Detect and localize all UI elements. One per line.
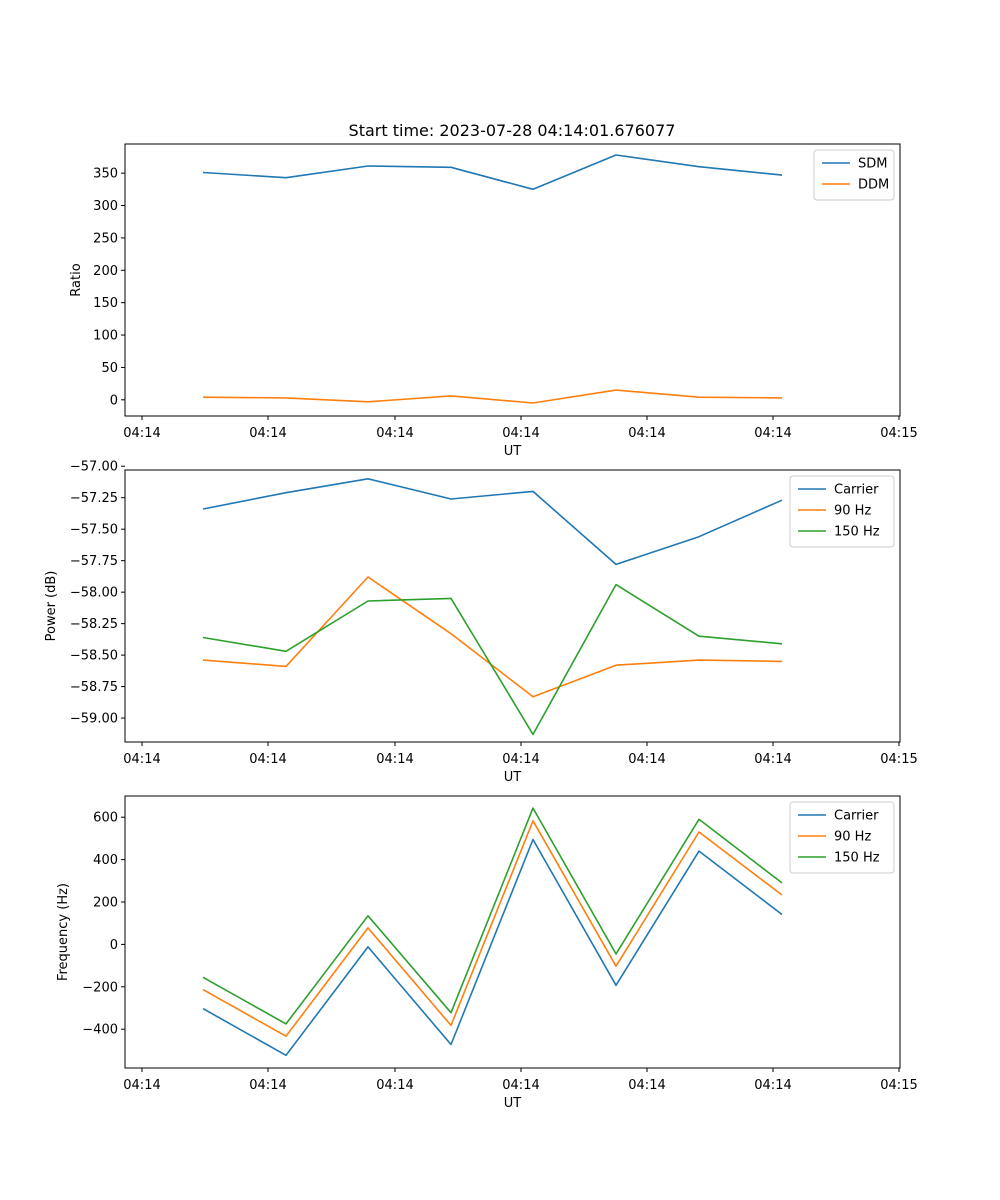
y-tick-label: −58.00 [70,586,118,601]
x-tick-label: 04:14 [754,1078,791,1093]
series-line-90-hz [202,819,783,1037]
x-tick-label: 04:14 [754,752,791,767]
chart-panel-1: 0 50 100 150 200 250 300 350 04:14 04:14 04:14 04:1… [69,143,918,459]
x-tick-label: 04:14 [628,426,665,441]
x-axis-label: UT [504,1096,522,1111]
y-tick-label: −57.25 [70,491,118,506]
x-tick-label: 04:14 [123,426,160,441]
legend-label: Carrier [834,809,879,824]
y-tick-label: −200 [82,980,118,995]
y-tick-label: −57.50 [70,523,118,538]
y-tick-label: 400 [93,853,118,868]
plot-frame [124,143,901,417]
y-tick-label: 50 [101,361,118,376]
x-tick-label: 04:14 [376,752,413,767]
y-axis-label: Power (dB) [44,571,59,642]
chart-title: Start time: 2023-07-28 04:14:01.676077 [349,121,676,140]
y-tick-label: 350 [93,167,118,182]
series-line-150-hz [202,583,783,736]
x-tick-label: 04:14 [249,426,286,441]
x-tick-label: 04:14 [502,426,539,441]
x-tick-label: 04:15 [880,1078,917,1093]
y-axis-label: Ratio [69,263,84,296]
x-tick-label: 04:14 [754,426,791,441]
x-tick-label: 04:14 [376,1078,413,1093]
y-tick-label: −58.75 [70,680,118,695]
y-tick-label: 250 [93,231,118,246]
x-tick-label: 04:14 [249,1078,286,1093]
y-axis-label: Frequency (Hz) [56,883,71,981]
y-tick-label: −58.25 [70,617,118,632]
legend-label: 150 Hz [834,851,880,866]
legend-label: Carrier [834,483,879,498]
y-tick-label: 150 [93,296,118,311]
legend-label: 90 Hz [834,830,871,845]
y-tick-label: 200 [93,264,118,279]
y-tick-label: −57.00 [70,460,118,475]
plot-frame [124,469,901,743]
y-tick-label: −58.50 [70,649,118,664]
chart-panel-2: −59.00 −58.75 −58.50 −58.25 −58.00 −57.75 −57.… [44,460,918,785]
x-tick-label: 04:14 [628,1078,665,1093]
x-axis-label: UT [504,444,522,459]
y-tick-label: −57.75 [70,554,118,569]
legend-box [789,801,895,874]
legend-label: SDM [858,157,887,172]
x-tick-label: 04:14 [123,1078,160,1093]
legend-label: 90 Hz [834,504,871,519]
x-tick-label: 04:15 [880,752,917,767]
x-tick-label: 04:14 [376,426,413,441]
y-tick-label: −400 [82,1023,118,1038]
y-tick-label: 200 [93,896,118,911]
plot-frame [124,795,901,1069]
x-tick-label: 04:14 [628,752,665,767]
y-tick-label: 100 [93,329,118,344]
x-tick-label: 04:14 [249,752,286,767]
chart-panel-3: −400 −200 0 200 400 600 04:14 04:14 04:14 04:14 04… [56,795,918,1111]
series-line-carrier [202,477,783,566]
legend-box [789,475,895,548]
series-line-150-hz [202,807,783,1025]
series-line-carrier [202,838,783,1057]
x-axis-label: UT [504,770,522,785]
x-tick-label: 04:14 [123,752,160,767]
y-tick-label: 0 [110,938,118,953]
y-tick-label: 0 [110,393,118,408]
x-tick-label: 04:14 [502,1078,539,1093]
x-tick-label: 04:15 [880,426,917,441]
y-tick-label: 600 [93,811,118,826]
series-line-ddm [202,389,783,404]
y-tick-label: −59.00 [70,712,118,727]
legend-label: DDM [858,178,889,193]
y-tick-label: 300 [93,199,118,214]
series-line-sdm [202,154,783,191]
legend-label: 150 Hz [834,525,880,540]
x-tick-label: 04:14 [502,752,539,767]
